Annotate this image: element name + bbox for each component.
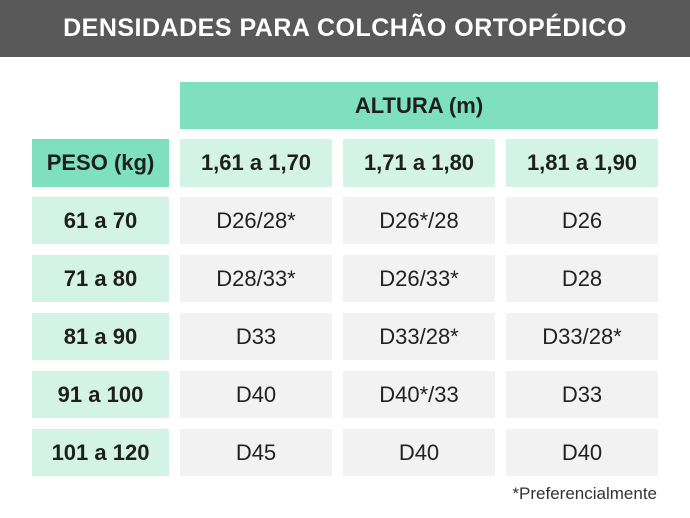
table-cell: D40: [180, 371, 332, 418]
row-label: 81 a 90: [32, 313, 169, 360]
column-header: 1,81 a 1,90: [506, 139, 658, 187]
table-cell: D40: [506, 429, 658, 476]
row-label: 101 a 120: [32, 429, 169, 476]
table-cell: D26: [506, 197, 658, 244]
altura-group-header: ALTURA (m): [180, 82, 658, 129]
row-label: 91 a 100: [32, 371, 169, 418]
page-title: DENSIDADES PARA COLCHÃO ORTOPÉDICO: [63, 14, 627, 42]
table-cell: D40: [343, 429, 495, 476]
table-cell: D26/28*: [180, 197, 332, 244]
footnote: *Preferencialmente: [512, 484, 657, 503]
table-cell: D33/28*: [506, 313, 658, 360]
title-banner: DENSIDADES PARA COLCHÃO ORTOPÉDICO: [0, 0, 690, 57]
row-label: 71 a 80: [32, 255, 169, 302]
row-label: 61 a 70: [32, 197, 169, 244]
table-cell: D33: [180, 313, 332, 360]
peso-row-header: PESO (kg): [32, 139, 169, 187]
column-header: 1,61 a 1,70: [180, 139, 332, 187]
table-cell: D33/28*: [343, 313, 495, 360]
table-cell: D28/33*: [180, 255, 332, 302]
table-cell: D28: [506, 255, 658, 302]
table-cell: D26*/28: [343, 197, 495, 244]
column-header: 1,71 a 1,80: [343, 139, 495, 187]
table-cell: D45: [180, 429, 332, 476]
table-cell: D33: [506, 371, 658, 418]
table-cell: D40*/33: [343, 371, 495, 418]
table-cell: D26/33*: [343, 255, 495, 302]
